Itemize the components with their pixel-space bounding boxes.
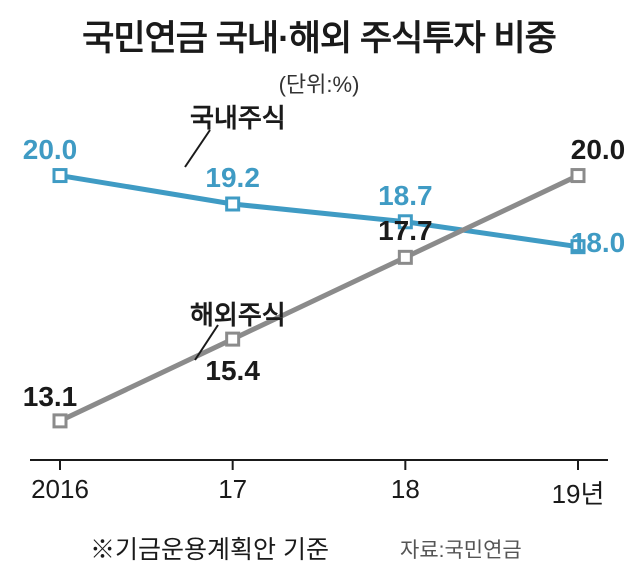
footer-source: 자료:국민연금 [400, 534, 522, 564]
footer-note: ※기금운용계획안 기준 [90, 530, 329, 566]
chart-svg [0, 0, 638, 567]
x-tick-label: 2016 [31, 474, 89, 505]
series-label-domestic: 국내주식 [190, 98, 286, 135]
value-label: 19.2 [205, 162, 260, 194]
series-label-overseas: 해외주식 [190, 295, 286, 332]
value-label: 17.7 [378, 215, 433, 247]
chart-area: 2016 17 18 19년 20.0 19.2 18.7 18.0 국내주식 13.1 15.4 1… [0, 0, 638, 567]
value-label: 15.4 [205, 355, 260, 387]
value-label: 20.0 [23, 134, 78, 166]
x-tick-label: 18 [391, 474, 420, 505]
value-label: 13.1 [23, 381, 78, 413]
x-tick-label: 17 [218, 474, 247, 505]
x-tick-label: 19년 [552, 474, 605, 511]
value-label: 20.0 [571, 134, 626, 166]
value-label: 18.0 [571, 227, 626, 259]
value-label: 18.7 [378, 180, 433, 212]
